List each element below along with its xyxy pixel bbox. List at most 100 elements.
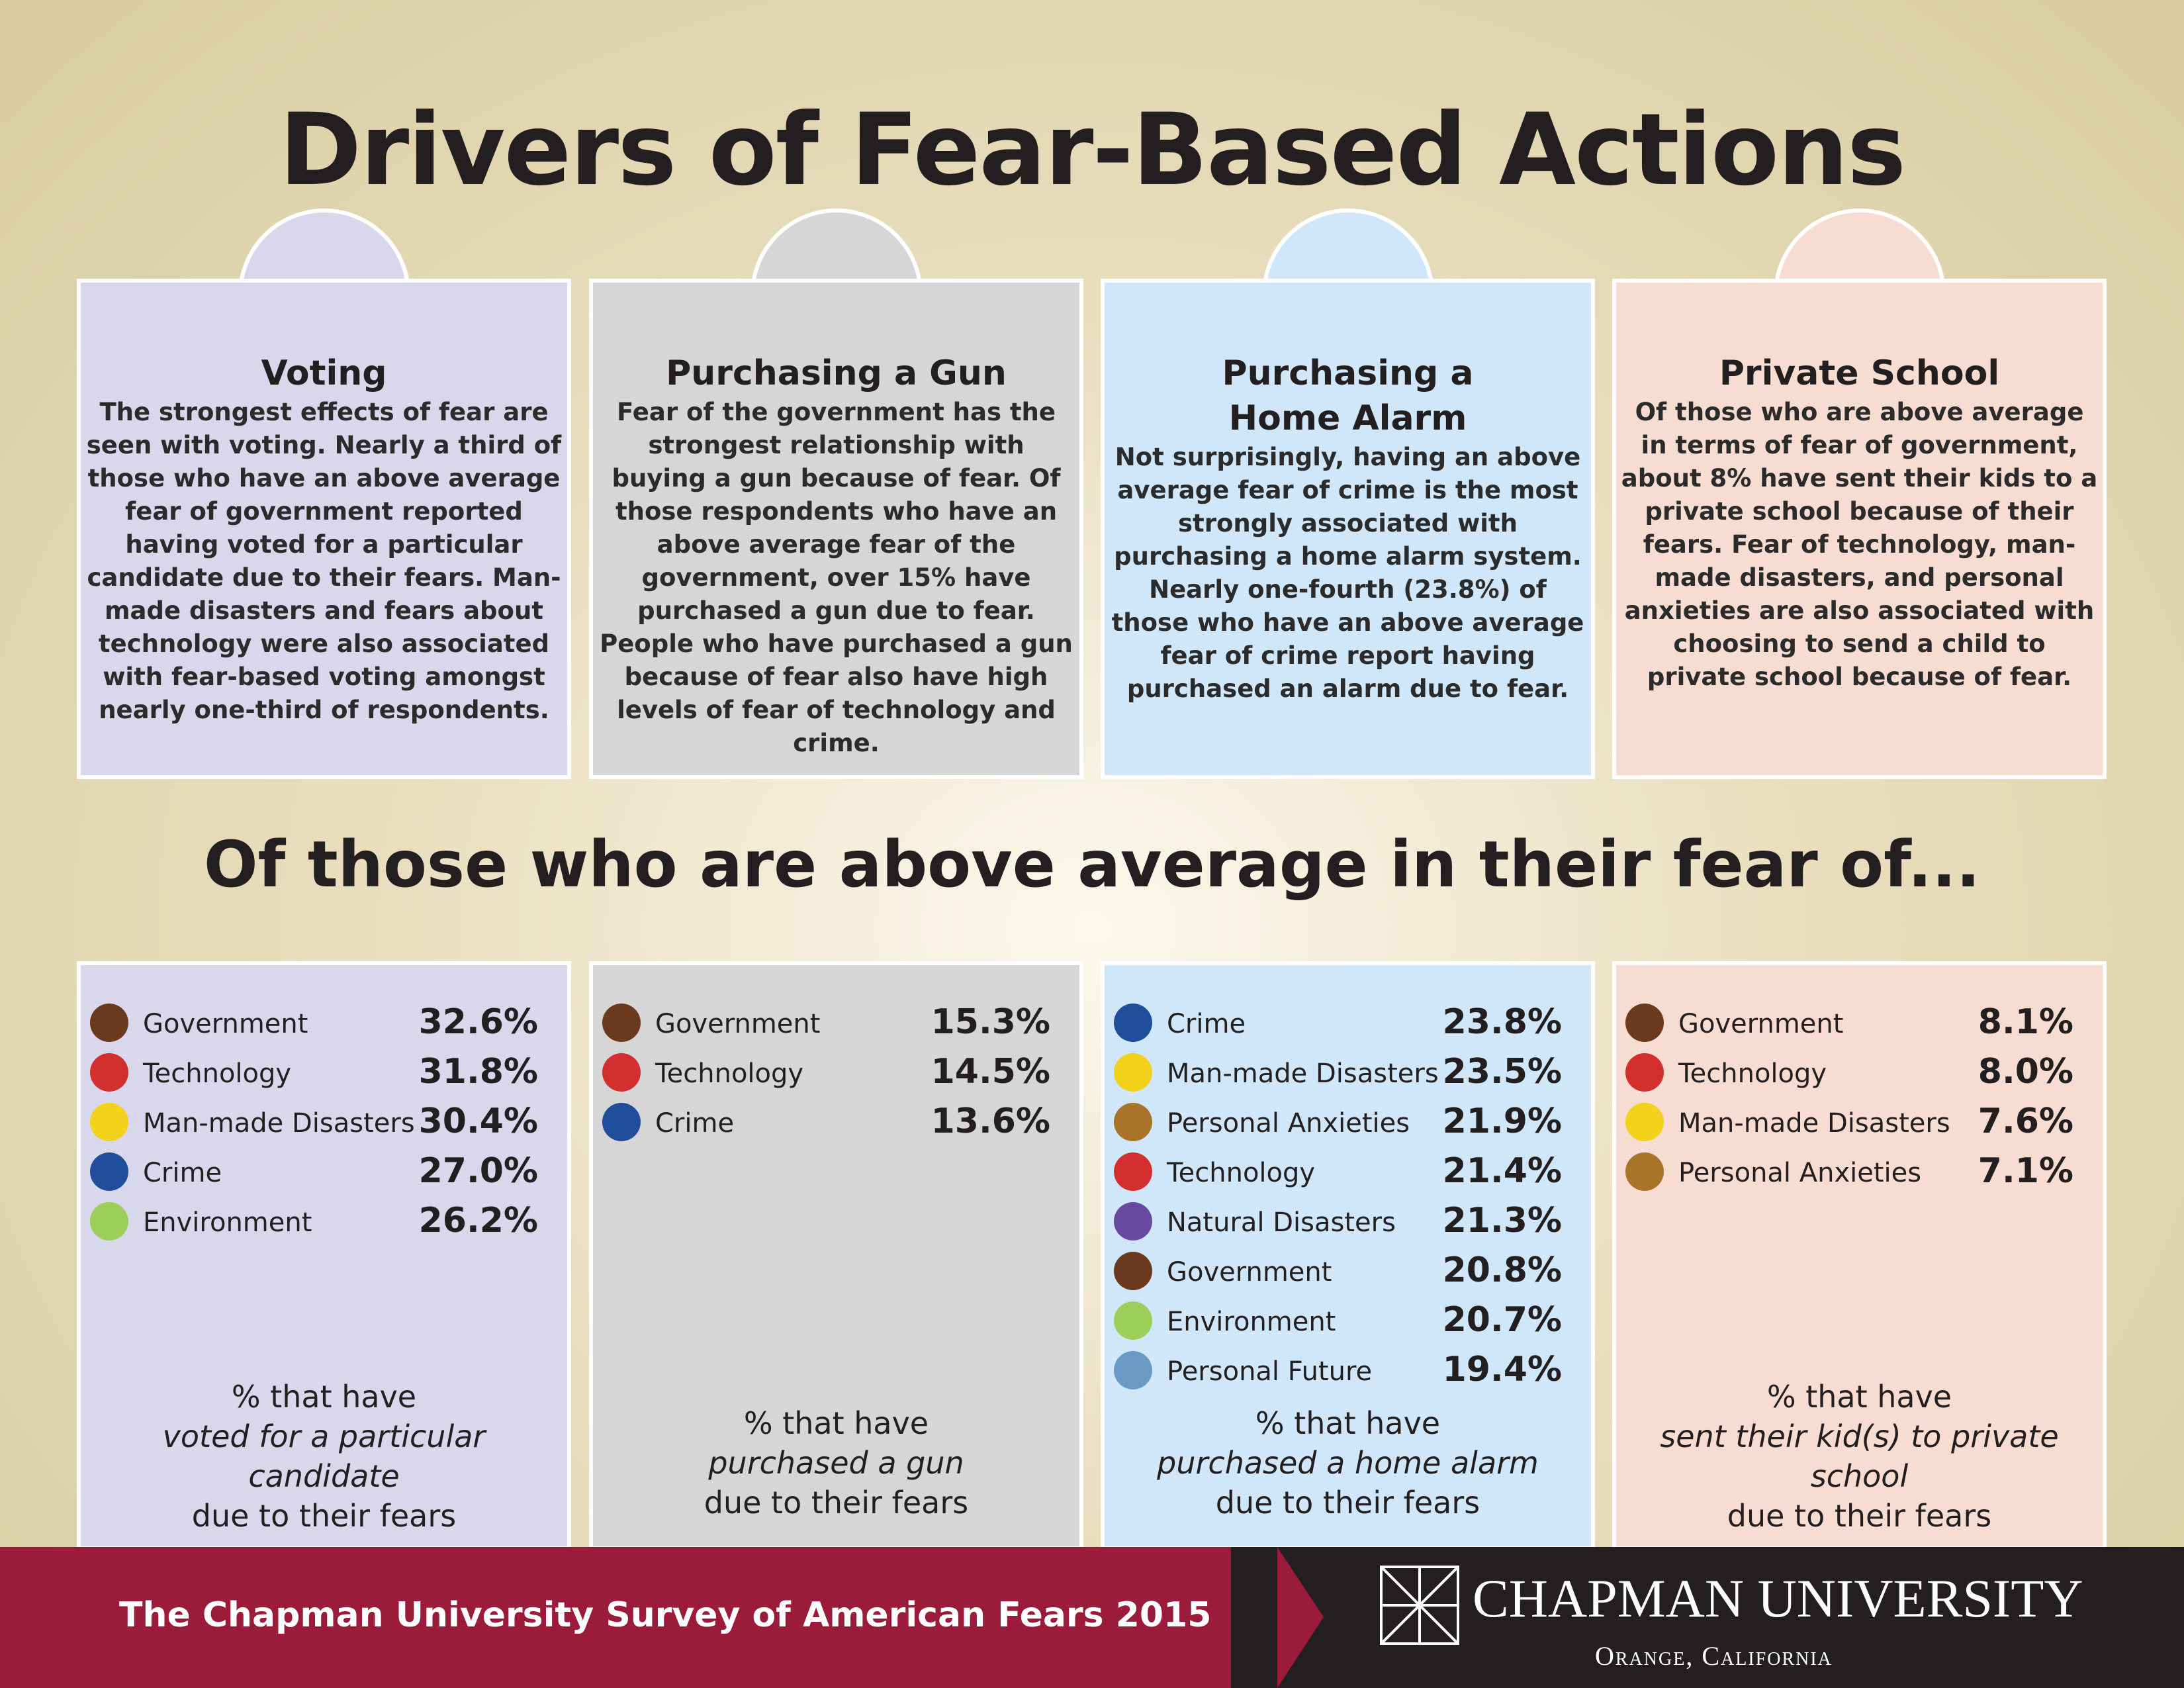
- item-row: Crime 23.8%: [1114, 1000, 1562, 1049]
- logo-mark: [1381, 1567, 1458, 1644]
- item-icon: [1114, 1152, 1152, 1191]
- item-value: 14.5%: [931, 1052, 1050, 1092]
- item-icon: [602, 1004, 641, 1042]
- location: Orange, California: [1595, 1641, 1833, 1671]
- item-row: Technology 14.5%: [602, 1049, 1050, 1099]
- item-icon: [1114, 1351, 1152, 1389]
- caption-emphasis: purchased a gun: [708, 1445, 964, 1481]
- item-label: Man-made Disasters: [1167, 1058, 1439, 1089]
- item-icon: [1114, 1301, 1152, 1340]
- item-label: Government: [1678, 1009, 1844, 1039]
- title: Drivers of Fear-Based Actions: [279, 93, 1906, 208]
- survey-name: The Chapman University Survey of America…: [119, 1595, 1212, 1635]
- item-icon: [1625, 1103, 1664, 1141]
- bottom-panel: [589, 961, 1083, 1550]
- university: CHAPMAN UNIVERSITY: [1473, 1568, 2083, 1628]
- footer-arrow: [1277, 1547, 1324, 1688]
- column-title: Purchasing a Home Alarm: [1222, 353, 1474, 438]
- item-icon: [1114, 1202, 1152, 1241]
- item-icon: [90, 1202, 128, 1241]
- caption: % that have sent their kid(s) to private …: [1652, 1377, 2067, 1536]
- caption-tail: due to their fears: [704, 1485, 969, 1521]
- top-panel: [1612, 279, 2107, 779]
- item-label: Crime: [1167, 1009, 1246, 1039]
- item-value: 19.4%: [1442, 1350, 1562, 1389]
- caption-emphasis: voted for a particular candidate: [162, 1419, 486, 1494]
- bottom-panel: [1101, 961, 1595, 1550]
- item-label: Personal Anxieties: [1678, 1158, 1922, 1188]
- caption-lead: % that have: [231, 1379, 417, 1415]
- item-value: 7.6%: [1978, 1102, 2073, 1141]
- column-title: Purchasing a Gun: [666, 353, 1007, 393]
- item-row: Personal Future 19.4%: [1114, 1347, 1562, 1397]
- item-label: Personal Future: [1167, 1356, 1373, 1387]
- item-label: Government: [655, 1009, 821, 1039]
- item-row: Crime 27.0%: [90, 1149, 538, 1198]
- item-row: Man-made Disasters 30.4%: [90, 1099, 538, 1149]
- item-row: Technology 21.4%: [1114, 1149, 1562, 1198]
- caption: % that have voted for a particular candid…: [116, 1377, 531, 1536]
- item-value: 31.8%: [418, 1052, 538, 1092]
- item-label: Technology: [143, 1058, 292, 1089]
- column-body: The strongest effects of fear are seen w…: [86, 398, 562, 724]
- item-icon: [602, 1103, 641, 1141]
- item-icon: [602, 1053, 641, 1092]
- item-icon: [90, 1053, 128, 1092]
- item-row: Man-made Disasters 7.6%: [1625, 1099, 2073, 1149]
- item-icon: [1114, 1252, 1152, 1290]
- caption-lead: % that have: [1766, 1379, 1952, 1415]
- caption-lead: % that have: [743, 1405, 929, 1441]
- item-row: Man-made Disasters 23.5%: [1114, 1049, 1562, 1099]
- bottom-panel: [1612, 961, 2107, 1550]
- item-value: 13.6%: [931, 1102, 1050, 1141]
- item-value: 8.1%: [1978, 1002, 2073, 1042]
- item-icon: [90, 1152, 128, 1191]
- item-value: 8.0%: [1978, 1052, 2073, 1092]
- item-value: 21.9%: [1442, 1102, 1562, 1141]
- item-label: Technology: [655, 1058, 804, 1089]
- item-label: Technology: [1678, 1058, 1827, 1089]
- item-row: Government 15.3%: [602, 1000, 1050, 1049]
- subtitle: Of those who are above average in their …: [203, 827, 1981, 902]
- item-row: Technology 8.0%: [1625, 1049, 2073, 1099]
- item-value: 23.5%: [1442, 1052, 1562, 1092]
- item-label: Technology: [1167, 1158, 1316, 1188]
- caption-emphasis: purchased a home alarm: [1157, 1445, 1539, 1481]
- item-row: Technology 31.8%: [90, 1049, 538, 1099]
- caption-tail: due to their fears: [191, 1498, 457, 1534]
- top-panel: [589, 279, 1083, 779]
- item-row: Environment 26.2%: [90, 1198, 538, 1248]
- item-icon: [1114, 1053, 1152, 1092]
- item-label: Natural Disasters: [1167, 1207, 1396, 1238]
- item-value: 30.4%: [418, 1102, 538, 1141]
- item-label: Man-made Disasters: [143, 1108, 415, 1139]
- item-value: 20.7%: [1442, 1300, 1562, 1340]
- item-value: 21.4%: [1442, 1151, 1562, 1191]
- column-title: Voting: [261, 353, 387, 393]
- item-row: Environment 20.7%: [1114, 1297, 1562, 1347]
- item-row: Personal Anxieties 7.1%: [1625, 1149, 2073, 1198]
- item-icon: [1625, 1004, 1664, 1042]
- caption-tail: due to their fears: [1727, 1498, 1992, 1534]
- item-value: 27.0%: [418, 1151, 538, 1191]
- column-body: Of those who are above average in terms …: [1621, 398, 2098, 691]
- caption-lead: % that have: [1255, 1405, 1441, 1441]
- item-value: 15.3%: [931, 1002, 1050, 1042]
- item-icon: [90, 1103, 128, 1141]
- item-row: Government 32.6%: [90, 1000, 538, 1049]
- item-row: Personal Anxieties 21.9%: [1114, 1099, 1562, 1149]
- item-value: 23.8%: [1442, 1002, 1562, 1042]
- item-label: Environment: [1167, 1307, 1336, 1337]
- item-value: 26.2%: [418, 1201, 538, 1241]
- item-value: 7.1%: [1978, 1151, 2073, 1191]
- column-body: Fear of the government has the strongest…: [600, 398, 1073, 757]
- item-label: Environment: [143, 1207, 312, 1238]
- item-icon: [1114, 1004, 1152, 1042]
- logo: [1380, 1566, 1459, 1645]
- item-label: Government: [1167, 1257, 1332, 1288]
- item-value: 21.3%: [1442, 1201, 1562, 1241]
- item-label: Crime: [655, 1108, 735, 1139]
- item-value: 32.6%: [418, 1002, 538, 1042]
- item-value: 20.8%: [1442, 1250, 1562, 1290]
